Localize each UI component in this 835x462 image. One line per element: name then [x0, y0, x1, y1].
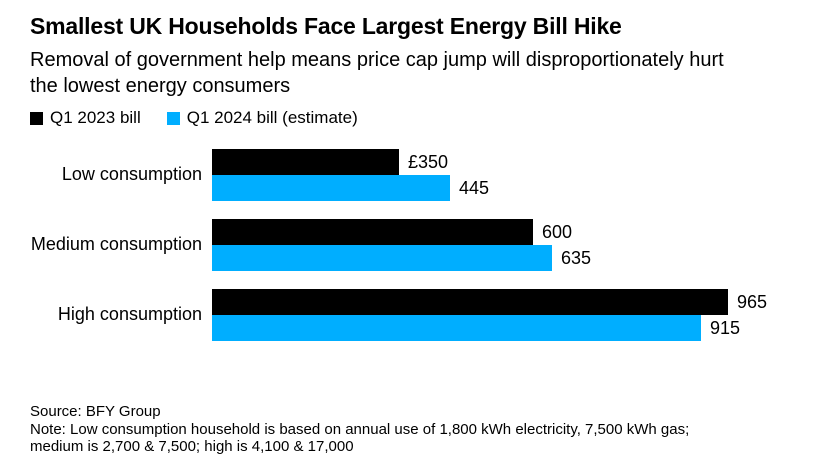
bar-pair-low-consumption: £350 445	[212, 149, 490, 202]
bar-q1-2023-bill-medium-consumption	[212, 219, 533, 246]
legend-item-q1-2023-bill: Q1 2023 bill	[30, 108, 141, 128]
bar-q1-2024-bill-estimate-medium-consumption	[212, 245, 552, 272]
note-text: Note: Low consumption household is based…	[30, 420, 690, 456]
category-label-high-consumption: High consumption	[57, 304, 202, 325]
bar-pair-high-consumption: 965 915	[212, 289, 768, 342]
bar-row-q1-2024-bill-estimate-medium-consumption: 635	[212, 245, 592, 272]
category-label-low-consumption: Low consumption	[61, 164, 202, 185]
category-label-medium-consumption: Medium consumption	[30, 234, 202, 255]
bar-group-high-consumption: High consumption 965 915	[30, 289, 805, 342]
bar-q1-2023-bill-low-consumption	[212, 149, 399, 176]
value-label-q1-2024-bill-estimate-low-consumption: 445	[459, 177, 490, 198]
bar-group-medium-consumption: Medium consumption 600 635	[30, 219, 805, 272]
value-label-q1-2023-bill-high-consumption: 965	[737, 291, 768, 312]
source-text: Source: BFY Group	[30, 403, 161, 421]
legend-swatch-black-icon	[30, 111, 43, 125]
bar-q1-2024-bill-estimate-high-consumption	[212, 315, 701, 342]
legend: Q1 2023 bill Q1 2024 bill (estimate)	[30, 108, 805, 128]
bar-pair-medium-consumption: 600 635	[212, 219, 592, 272]
chart-title: Smallest UK Households Face Largest Ener…	[30, 13, 622, 39]
legend-label-q1-2023-bill: Q1 2023 bill	[50, 108, 141, 128]
bar-row-q1-2024-bill-estimate-high-consumption: 915	[212, 315, 767, 342]
chart-subtitle: Removal of government help means price c…	[30, 49, 724, 98]
legend-item-q1-2024-bill: Q1 2024 bill (estimate)	[166, 108, 358, 128]
footer: Source: BFY Group Note: Low consumption …	[30, 403, 805, 456]
value-label-q1-2023-bill-low-consumption: £350	[408, 151, 449, 172]
legend-swatch-blue-icon	[166, 111, 180, 125]
bar-row-q1-2024-bill-estimate-low-consumption: 445	[212, 175, 490, 202]
bar-group-low-consumption: Low consumption £350 445	[30, 149, 805, 202]
value-label-q1-2024-bill-estimate-high-consumption: 915	[710, 317, 741, 338]
bar-chart: Low consumption £350 445 Medium consumption…	[30, 149, 805, 342]
legend-label-q1-2024-bill: Q1 2024 bill (estimate)	[186, 108, 358, 128]
bar-row-q1-2023-bill-high-consumption: 965	[212, 289, 768, 316]
value-label-q1-2024-bill-estimate-medium-consumption: 635	[561, 247, 592, 268]
value-label-q1-2023-bill-medium-consumption: 600	[542, 221, 573, 242]
bar-q1-2023-bill-high-consumption	[212, 289, 728, 316]
bar-row-q1-2023-bill-low-consumption: £350	[212, 149, 489, 176]
bar-row-q1-2023-bill-medium-consumption: 600	[212, 219, 591, 246]
bar-q1-2024-bill-estimate-low-consumption	[212, 175, 450, 202]
